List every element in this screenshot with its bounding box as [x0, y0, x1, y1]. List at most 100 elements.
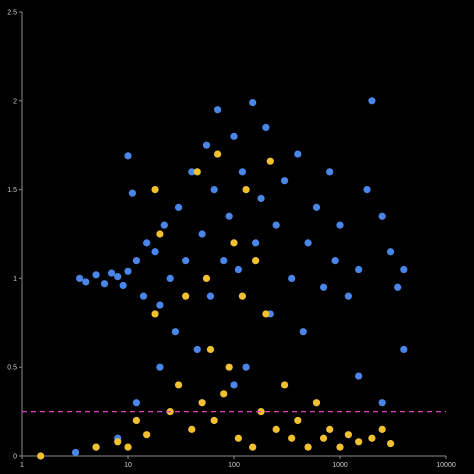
x-tick-label: 10 — [124, 462, 132, 469]
data-point — [206, 345, 215, 354]
data-point — [344, 292, 352, 300]
data-point — [213, 150, 222, 158]
data-point — [234, 265, 242, 274]
data-point — [202, 274, 211, 282]
data-point — [230, 381, 238, 389]
data-point — [304, 443, 312, 451]
data-point — [252, 257, 260, 265]
data-point — [139, 292, 148, 300]
data-point — [220, 390, 228, 398]
data-point — [400, 265, 408, 274]
data-point — [143, 431, 151, 439]
data-point — [288, 434, 296, 442]
data-point — [100, 280, 109, 288]
data-point — [299, 328, 307, 336]
y-tick-label: 2.5 — [7, 10, 17, 17]
data-point — [188, 425, 196, 433]
data-point — [294, 150, 302, 158]
data-point — [280, 177, 289, 185]
data-point — [92, 443, 100, 451]
axes — [19, 11, 447, 459]
data-point — [355, 438, 363, 446]
data-point — [37, 452, 45, 460]
data-point — [124, 443, 132, 451]
data-point — [378, 212, 386, 220]
y-tick-label: 1 — [13, 276, 17, 283]
data-point — [400, 345, 408, 354]
data-point — [386, 439, 395, 448]
series-blue — [71, 97, 408, 457]
data-point — [230, 132, 238, 140]
x-tick-label: 1 — [20, 462, 24, 469]
data-point — [198, 399, 206, 407]
data-point — [160, 221, 168, 229]
data-point — [386, 248, 395, 256]
data-point — [363, 186, 371, 194]
data-point — [319, 283, 328, 291]
data-point — [257, 408, 265, 416]
data-point — [151, 310, 159, 318]
data-point — [71, 448, 80, 457]
data-point — [257, 194, 265, 203]
x-tick-label: 100 — [228, 462, 240, 469]
data-point — [124, 152, 132, 160]
data-point — [128, 189, 136, 197]
data-point — [124, 267, 132, 275]
x-tick-label: 10000 — [436, 462, 456, 469]
y-tick-label: 0.5 — [7, 365, 17, 372]
data-point — [272, 221, 280, 229]
data-point — [262, 310, 270, 318]
data-point — [114, 438, 122, 446]
data-point — [355, 265, 363, 274]
data-point — [220, 257, 228, 265]
data-point — [132, 257, 140, 265]
data-point — [198, 230, 206, 238]
data-point — [234, 434, 242, 442]
data-point — [326, 168, 334, 176]
data-point — [225, 212, 233, 220]
data-point — [143, 239, 151, 247]
data-point — [230, 239, 238, 247]
data-point — [378, 399, 386, 407]
data-point — [249, 98, 257, 107]
x-tick-label: 1000 — [332, 462, 348, 469]
data-point — [174, 381, 183, 389]
data-point — [272, 425, 280, 433]
data-point — [304, 239, 312, 247]
data-point — [368, 97, 376, 105]
data-point — [171, 328, 179, 336]
data-point — [151, 186, 159, 194]
data-point — [132, 399, 140, 407]
data-point — [182, 257, 190, 265]
data-point — [394, 283, 402, 291]
y-tick-label: 1.5 — [7, 187, 17, 194]
data-point — [312, 399, 321, 407]
tick-labels: 0 0.5 1 1.5 2 2.5 1 10 100 1000 10000 — [7, 10, 456, 470]
data-point — [319, 434, 328, 442]
data-point — [288, 274, 296, 282]
data-point — [193, 345, 201, 354]
data-point — [188, 168, 196, 176]
data-point — [193, 168, 201, 176]
data-point — [242, 186, 250, 194]
y-tick-label: 2 — [13, 98, 17, 105]
data-point — [210, 186, 218, 194]
data-point — [114, 273, 122, 281]
series-yellow — [37, 150, 395, 460]
data-point — [336, 221, 344, 229]
data-point — [206, 292, 215, 300]
data-point — [151, 248, 159, 256]
data-point — [76, 274, 84, 282]
data-point — [238, 168, 246, 176]
data-point — [331, 257, 339, 265]
data-point — [210, 416, 218, 425]
data-point — [344, 431, 352, 439]
data-point — [213, 106, 222, 114]
data-point — [238, 292, 246, 300]
data-point — [174, 203, 183, 211]
data-point — [252, 239, 260, 247]
data-point — [132, 416, 140, 425]
data-point — [156, 363, 164, 371]
data-point — [312, 203, 321, 211]
